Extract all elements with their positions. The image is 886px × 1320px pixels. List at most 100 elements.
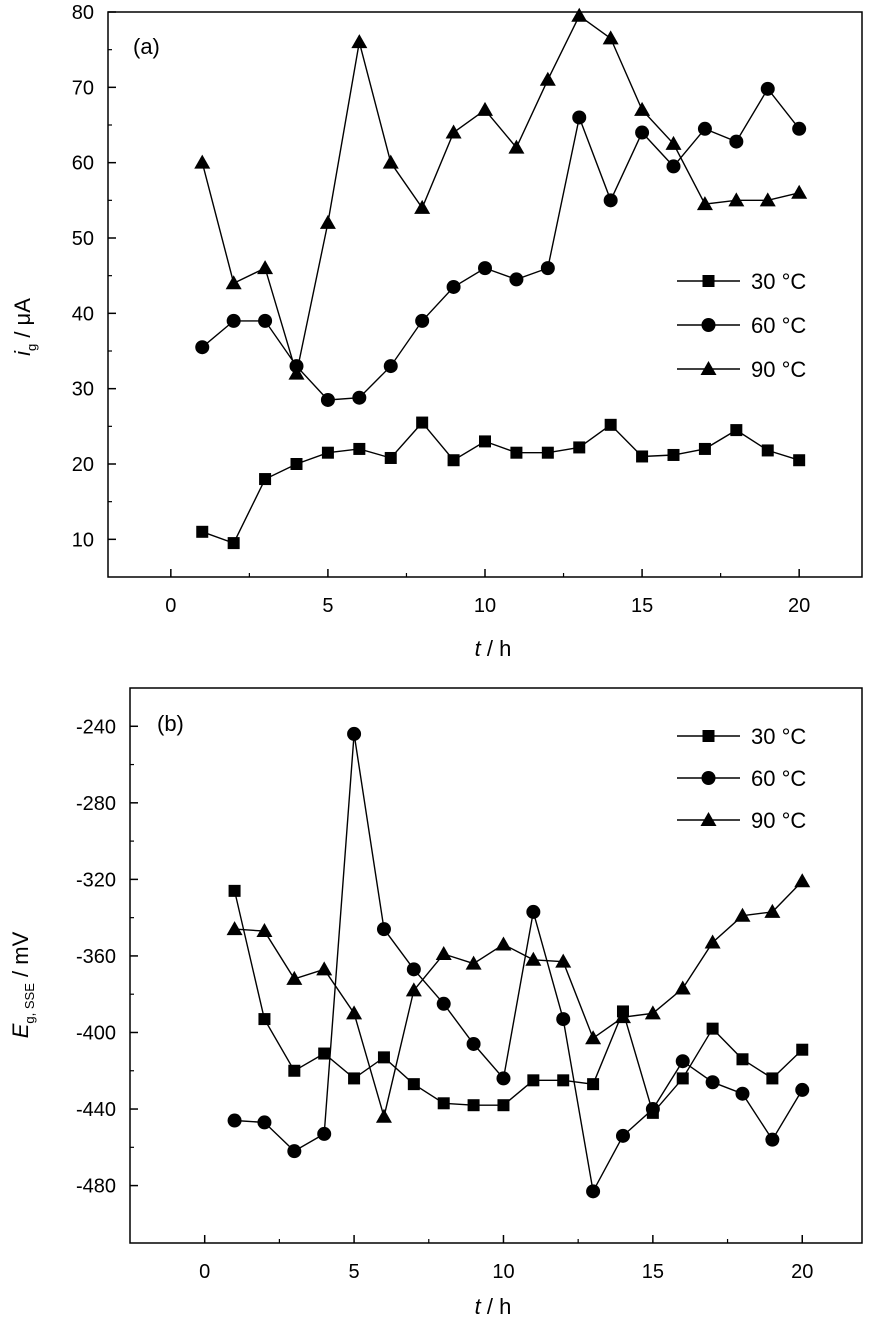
data-point-square [636, 450, 649, 463]
data-point-triangle [665, 135, 682, 150]
y-tick-label: 10 [72, 529, 94, 551]
data-point-square [258, 1013, 271, 1026]
data-point-square [527, 1074, 540, 1087]
x-tick-label: 5 [349, 1261, 360, 1283]
data-point-square [228, 884, 241, 897]
chart-panel-a: 0 5 10 15 20 10 20 30 40 50 60 70 80 (a) t / h ig / μA 3… [10, 2, 863, 661]
data-point-square [730, 424, 743, 437]
data-point-circle [287, 1144, 302, 1159]
data-point-triangle [508, 139, 525, 154]
data-point-circle [496, 1071, 511, 1086]
y-tick-label: 70 [72, 77, 94, 99]
y-tick-label: -480 [76, 1176, 116, 1198]
data-point-triangle [791, 184, 808, 199]
data-point-triangle [382, 154, 399, 169]
y-tick-label: 60 [72, 153, 94, 175]
legend-entry: 60 °C [677, 313, 806, 338]
data-point-triangle [644, 1005, 661, 1020]
data-point-square [557, 1074, 570, 1087]
data-point-square [353, 442, 366, 455]
series-circle [195, 81, 807, 407]
legend-label: 90 °C [751, 357, 806, 382]
legend-entry: 90 °C [677, 357, 806, 382]
data-point-square [698, 442, 711, 455]
data-point-circle [697, 121, 712, 136]
data-point-square [479, 435, 491, 448]
data-point-triangle [256, 923, 273, 938]
data-point-triangle [346, 1005, 363, 1020]
data-point-square [384, 451, 397, 464]
legend-entry: 60 °C [677, 766, 806, 791]
data-point-square [227, 537, 240, 550]
data-point-triangle [602, 30, 619, 45]
x-tick-label: 20 [791, 1261, 813, 1283]
y-tick-label: 30 [72, 379, 94, 401]
series-line [234, 733, 803, 1194]
legend-marker-circle [701, 771, 716, 785]
data-point-triangle [257, 260, 274, 275]
data-point-circle [347, 726, 362, 741]
data-point-square [290, 458, 303, 470]
y-tick-label: -280 [76, 793, 116, 815]
data-point-square [321, 446, 334, 459]
legend-entry: 90 °C [677, 808, 806, 833]
data-point-triangle [539, 71, 556, 86]
series-line [202, 421, 800, 544]
data-point-circle [258, 313, 273, 328]
y-tick-label: -400 [76, 1022, 116, 1044]
data-point-square [541, 446, 554, 459]
data-point-triangle [414, 199, 431, 214]
y-tick-label: 80 [72, 2, 94, 24]
panel-label: (a) [133, 34, 160, 59]
data-point-circle [735, 1086, 750, 1101]
data-point-square [467, 1099, 480, 1112]
data-point-square [377, 1051, 390, 1064]
data-point-triangle [495, 936, 512, 951]
x-tick-label: 15 [642, 1261, 664, 1283]
data-point-square [793, 454, 806, 467]
data-point-square [196, 525, 209, 538]
y-tick-label: -240 [76, 716, 116, 738]
data-point-circle [436, 996, 451, 1011]
data-point-triangle [571, 7, 588, 22]
data-point-circle [675, 1054, 690, 1069]
data-point-circle [320, 392, 335, 407]
legend-entry: 30 °C [677, 724, 806, 749]
legend-marker-circle [701, 318, 716, 332]
data-point-circle [446, 279, 461, 294]
data-point-square [318, 1047, 331, 1060]
data-point-triangle [728, 192, 745, 207]
data-point-square [573, 441, 586, 454]
data-point-triangle [674, 980, 691, 995]
y-axis-title: Eg, SSE / mV [8, 931, 37, 1038]
data-point-square [766, 1072, 779, 1085]
data-point-circle [526, 904, 541, 919]
data-point-square [497, 1099, 510, 1112]
data-point-square [437, 1097, 450, 1110]
x-tick-label: 0 [165, 595, 176, 617]
panel-label: (b) [157, 711, 184, 736]
legend-label: 30 °C [751, 269, 806, 294]
data-point-square [667, 448, 680, 461]
plot-frame [129, 687, 863, 1244]
x-tick-label: 20 [788, 595, 810, 617]
legend-label: 60 °C [751, 766, 806, 791]
data-point-triangle [375, 1108, 392, 1123]
data-point-circle [466, 1036, 481, 1051]
data-point-circle [615, 1128, 630, 1143]
data-point-triangle [585, 1030, 602, 1045]
chart-panel-b: 0 5 10 15 20 -240 -280 -320 -360 -400 -440 -480 (b) t… [8, 687, 863, 1319]
data-point-circle [406, 962, 421, 977]
series-triangle [194, 7, 808, 380]
data-point-triangle [225, 275, 242, 290]
data-point-triangle [465, 955, 482, 970]
y-tick-label: -360 [76, 946, 116, 968]
series-line [201, 87, 800, 401]
data-point-square [736, 1053, 749, 1066]
data-point-circle [415, 313, 430, 328]
x-tick-label: 5 [322, 595, 333, 617]
data-point-circle [765, 1132, 780, 1147]
legend-label: 30 °C [751, 724, 806, 749]
legend-label: 60 °C [751, 313, 806, 338]
data-point-circle [760, 81, 775, 96]
